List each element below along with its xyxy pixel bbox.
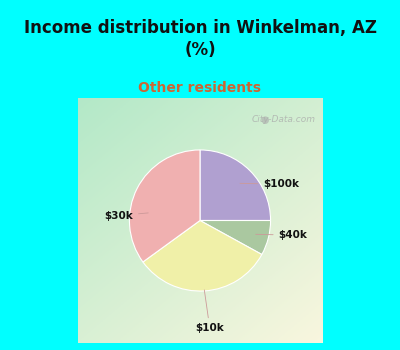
Wedge shape [200,150,270,220]
Text: $100k: $100k [240,179,299,189]
Text: ●: ● [260,115,269,125]
Text: Income distribution in Winkelman, AZ
(%): Income distribution in Winkelman, AZ (%) [24,19,376,59]
Wedge shape [130,150,200,262]
Wedge shape [200,220,270,254]
Text: $30k: $30k [104,211,148,220]
Wedge shape [143,220,262,291]
Text: $40k: $40k [256,230,308,240]
Text: City-Data.com: City-Data.com [251,115,315,124]
Text: $10k: $10k [196,290,224,333]
Text: Other residents: Other residents [138,80,262,94]
